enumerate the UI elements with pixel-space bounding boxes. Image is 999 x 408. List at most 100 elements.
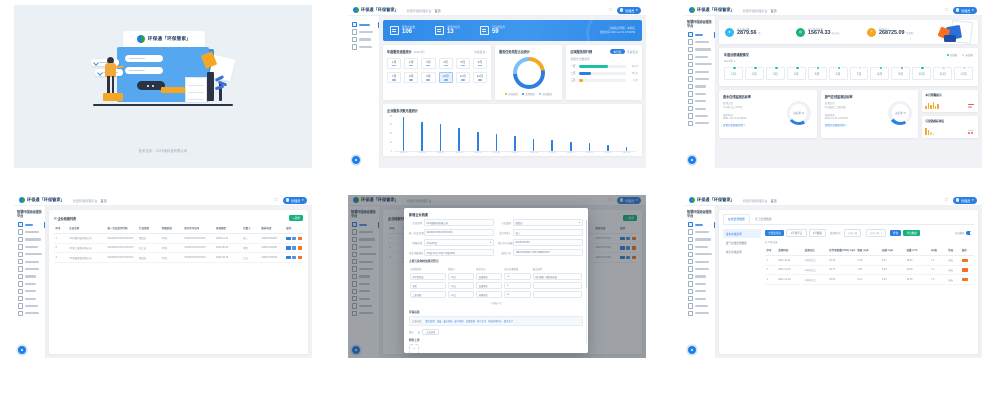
- collapse-toggle-icon[interactable]: [352, 156, 360, 164]
- sidebar-item-gear[interactable]: [684, 310, 715, 317]
- month-cell[interactable]: 1月: [387, 57, 402, 69]
- field-input[interactable]: 9133XXXXXX: [512, 238, 583, 247]
- sidebar-item-book[interactable]: [14, 302, 45, 309]
- add-button[interactable]: + 新增: [623, 215, 637, 221]
- grid-input[interactable]: 50: [504, 273, 531, 281]
- month-cell[interactable]: 1月: [724, 65, 743, 80]
- sidebar-item-gas[interactable]: [684, 258, 715, 265]
- sidebar-item-gas[interactable]: [14, 258, 45, 265]
- row-actions[interactable]: [284, 233, 303, 244]
- export-button[interactable]: 导出数据: [903, 230, 921, 236]
- edit-action[interactable]: [620, 246, 625, 250]
- bell-icon[interactable]: ☆: [608, 196, 613, 203]
- collapse-toggle-icon[interactable]: [352, 346, 360, 354]
- tag-chip[interactable]: 环境信用评价: [488, 321, 502, 324]
- grid-input[interactable]: 二氧化硫: [410, 291, 447, 299]
- sidebar-item-water[interactable]: [684, 265, 715, 272]
- sidebar[interactable]: [348, 16, 380, 168]
- sidebar-item-license[interactable]: [348, 243, 379, 250]
- month-cell[interactable]: 4月: [438, 57, 453, 69]
- add-row-button[interactable]: + 添加一行: [490, 302, 502, 306]
- field-input[interactable]: XX省 XX市 XX区 XX路 88号: [423, 248, 494, 257]
- field-select[interactable]: XX市XX区 ▾: [423, 238, 494, 247]
- date-start-input[interactable]: 开始日期: [844, 229, 861, 237]
- table-row[interactable]: 2 2021-12-30 1号排污口 28.77 1.95 0.28 14.08 7.1 达标: [765, 265, 974, 276]
- month-cell[interactable]: 9月: [891, 65, 911, 80]
- grid-input[interactable]: 8: [504, 282, 531, 290]
- thumbnail-tabbed-table[interactable]: 环保通「环保管家」 智慧环保管理平台 首页 ☆ 管理员 ▾ 智慧环保综合服务平台: [684, 195, 982, 358]
- month-cell[interactable]: 10月: [912, 65, 932, 80]
- grid-input[interactable]: 1号口: [448, 282, 475, 290]
- tag-chip[interactable]: 废水排放: [443, 321, 453, 324]
- edit-action[interactable]: [286, 256, 291, 260]
- gauge-detail-link[interactable]: 查看历史数据详情 >: [723, 124, 746, 127]
- sidebar-item-report[interactable]: [14, 295, 45, 302]
- grid-input[interactable]: 1号口: [448, 273, 475, 281]
- month-cell[interactable]: 3月: [421, 57, 436, 69]
- bell-icon[interactable]: ☆: [944, 6, 949, 13]
- sidebar[interactable]: 智慧环保综合服务平台: [684, 206, 716, 358]
- filter-stack-2[interactable]: 2号烟囱: [808, 229, 827, 237]
- grid-input[interactable]: -: [532, 282, 582, 290]
- mini-card-ranking[interactable]: 污染源超标排名: [922, 116, 978, 138]
- month-cell[interactable]: 12月: [954, 65, 974, 80]
- sidebar-item-alert[interactable]: [684, 288, 715, 295]
- view-action[interactable]: [292, 236, 297, 240]
- gauge-detail-link[interactable]: 查看历史数据详情 >: [824, 124, 847, 127]
- sidebar-item-monitor[interactable]: [348, 251, 379, 258]
- view-action[interactable]: [626, 246, 631, 250]
- month-cell[interactable]: 2月: [404, 57, 419, 69]
- grid-input[interactable]: 2号口: [448, 291, 475, 299]
- grid-input[interactable]: 化学需氧量: [410, 273, 447, 281]
- sidebar[interactable]: 智慧环保综合服务平台: [14, 206, 46, 358]
- delete-action[interactable]: [631, 256, 636, 260]
- sidebar-item-building[interactable]: [684, 228, 715, 235]
- sidebar-item-license[interactable]: [684, 243, 715, 250]
- month-cell[interactable]: 6月: [828, 65, 848, 80]
- sidebar-item-alert[interactable]: [684, 98, 715, 105]
- month-cell[interactable]: 8月: [404, 72, 419, 83]
- view-action[interactable]: [292, 246, 297, 250]
- sidebar-item-gas[interactable]: [684, 68, 715, 75]
- field-select[interactable]: 制造业 ▾: [512, 219, 583, 227]
- row-actions[interactable]: [960, 255, 974, 266]
- sidebar-item-ledger[interactable]: [684, 90, 715, 97]
- month-cell-selected[interactable]: 10月: [438, 72, 453, 83]
- delete-action[interactable]: [631, 236, 636, 240]
- sidebar-item-alert[interactable]: [348, 288, 379, 295]
- user-menu[interactable]: 管理员 ▾: [282, 196, 307, 204]
- tab-bar[interactable]: 在线监测数据 手工监测数据: [723, 214, 974, 225]
- month-cell[interactable]: 6月: [472, 57, 488, 69]
- sidebar-item-report[interactable]: [684, 295, 715, 302]
- collapse-toggle-icon[interactable]: [688, 156, 696, 164]
- sidebar-item-building[interactable]: [348, 228, 379, 235]
- month-cell[interactable]: 7月: [387, 72, 402, 83]
- user-menu[interactable]: 管理员 ▾: [616, 196, 641, 204]
- sidebar-item-monitor[interactable]: [14, 251, 45, 258]
- sidebar-item-monitor[interactable]: [684, 251, 715, 258]
- detail-action[interactable]: [961, 268, 968, 272]
- sidebar-item-home[interactable]: [684, 31, 716, 38]
- subnav-item-water[interactable]: 废水在线监测: [723, 229, 761, 239]
- more-link[interactable]: 查看更多 ›: [474, 49, 487, 54]
- month-cell[interactable]: 11月: [933, 65, 953, 80]
- delete-action[interactable]: [297, 256, 302, 260]
- sidebar-item-gear[interactable]: [348, 310, 379, 317]
- bell-icon[interactable]: ☆: [944, 196, 949, 203]
- edit-action[interactable]: [286, 246, 291, 250]
- sidebar-item-solid-waste[interactable]: [14, 273, 45, 280]
- month-cell[interactable]: 5月: [807, 65, 827, 80]
- edit-action[interactable]: [286, 236, 291, 240]
- sidebar-item-water[interactable]: [684, 75, 715, 82]
- sidebar-item-license[interactable]: [684, 53, 715, 60]
- row-actions[interactable]: [284, 243, 303, 254]
- sidebar-item-gear[interactable]: [14, 310, 45, 317]
- month-cell[interactable]: 9月: [421, 72, 436, 83]
- sidebar-item-book[interactable]: [348, 302, 379, 309]
- grid-input[interactable]: 执行国家一级排放标准: [532, 273, 582, 281]
- sidebar-item-gas[interactable]: [348, 258, 379, 265]
- sidebar-item-solid-waste[interactable]: [348, 273, 379, 280]
- add-button[interactable]: + 新增: [289, 215, 303, 221]
- search-button[interactable]: 查询: [889, 230, 902, 236]
